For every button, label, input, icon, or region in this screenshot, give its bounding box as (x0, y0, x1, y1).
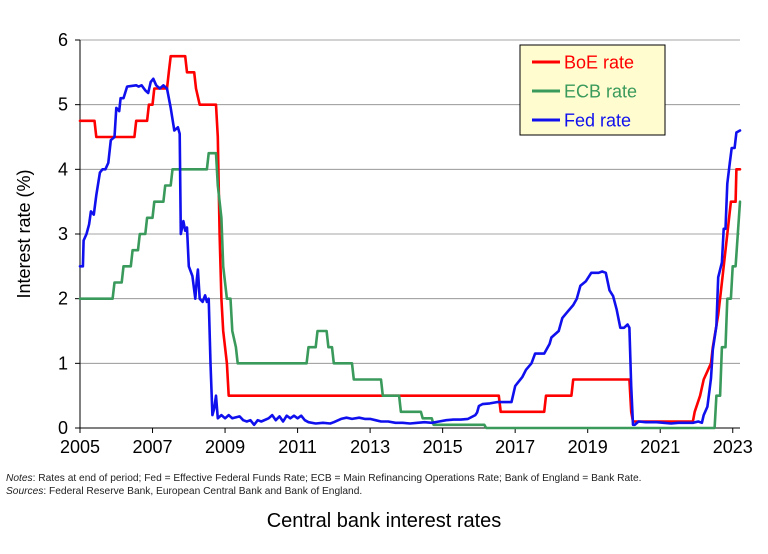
chart-title: Central bank interest rates (266, 510, 502, 532)
notes-label: Notes (6, 473, 33, 484)
x-tick-label-2017: 2017 (495, 437, 535, 457)
line-chart: 0 1 2 3 4 5 6 2005 2007 2009 2011 2013 2015 2017 2019 2… (14, 30, 753, 457)
x-tick-label-2021: 2021 (640, 437, 680, 457)
x-tick-label-2005: 2005 (60, 437, 100, 457)
notes-text: : Rates at end of period; Fed = Effectiv… (32, 473, 642, 484)
y-tick-label-2: 2 (58, 289, 68, 309)
legend-label-0: BoE rate (564, 53, 634, 73)
x-tick-label-2009: 2009 (205, 437, 245, 457)
y-tick-label-4: 4 (58, 159, 68, 179)
sources-label: Sources (6, 486, 44, 497)
notes-line: Notes: Rates at end of period; Fed = Eff… (6, 472, 762, 485)
sources-text: : Federal Reserve Bank, European Central… (43, 486, 363, 497)
x-tick-label-2007: 2007 (133, 437, 173, 457)
x-tick-label-2015: 2015 (423, 437, 463, 457)
sources-line: Sources: Federal Reserve Bank, European … (6, 485, 762, 498)
y-axis-label: Interest rate (%) (14, 169, 34, 298)
series-line-fed-rate (78, 77, 742, 427)
chart-notes: Notes: Rates at end of period; Fed = Eff… (6, 472, 762, 498)
legend-label-2: Fed rate (564, 111, 631, 131)
y-tick-label-0: 0 (58, 418, 68, 438)
legend-label-1: ECB rate (564, 82, 637, 102)
y-tick-label-3: 3 (58, 224, 68, 244)
y-tick-label-6: 6 (58, 30, 68, 50)
x-tick-label-2023: 2023 (713, 437, 753, 457)
y-tick-label-1: 1 (58, 353, 68, 373)
x-tick-label-2019: 2019 (568, 437, 608, 457)
x-tick-label-2011: 2011 (278, 437, 317, 457)
y-tick-label-5: 5 (58, 95, 68, 115)
series-line-ecb-rate (78, 151, 742, 430)
x-tick-label-2013: 2013 (350, 437, 390, 457)
